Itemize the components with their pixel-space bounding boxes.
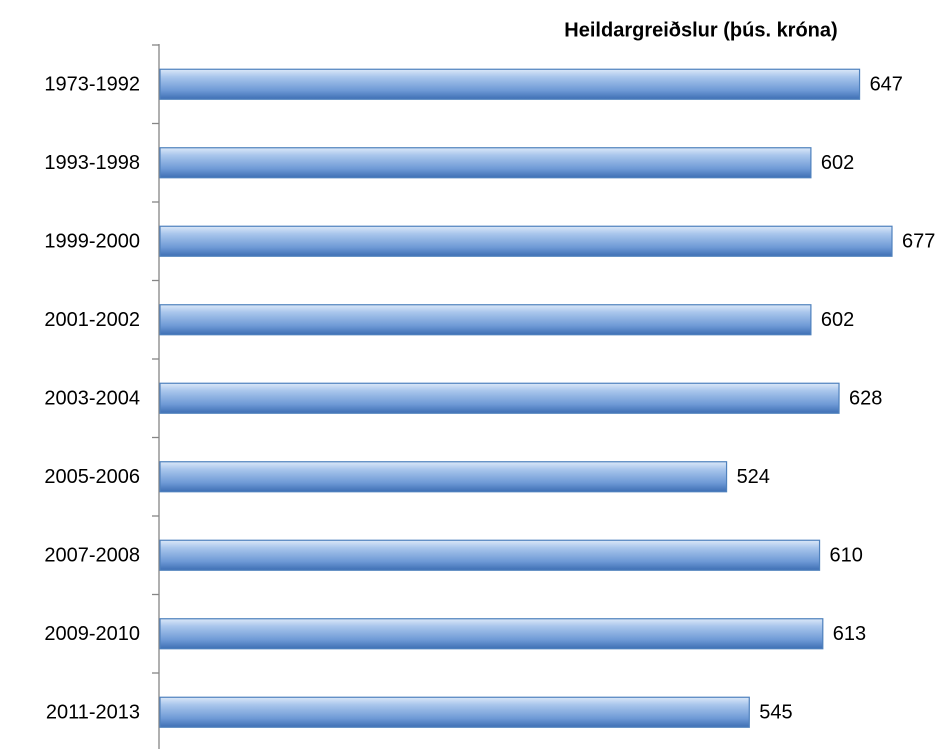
value-label: 628 [849,388,882,410]
category-label: 2001-2002 [44,309,140,331]
category-label: 2009-2010 [44,623,140,645]
value-label: 545 [759,702,792,724]
bar [159,147,812,179]
category-label: 1973-1992 [44,74,140,96]
bar [159,304,812,336]
category-label: 2003-2004 [44,388,140,410]
value-label: 602 [821,152,854,174]
bar [159,225,893,257]
category-label: 2005-2006 [44,466,140,488]
value-label: 613 [833,623,866,645]
bar [159,382,840,414]
chart-title: Heildargreiðslur (þús. króna) [564,19,837,41]
bar [159,68,861,100]
value-label: 677 [902,231,935,253]
value-label: 647 [870,74,903,96]
value-label: 602 [821,309,854,331]
category-label: 1999-2000 [44,231,140,253]
value-label: 610 [830,545,863,567]
value-label: 524 [737,466,770,488]
bar [159,539,821,571]
bar [159,461,728,493]
bar [159,696,750,728]
category-label: 2011-2013 [46,702,140,724]
category-label: 1993-1998 [44,152,140,174]
category-label: 2007-2008 [44,545,140,567]
bar [159,618,824,650]
